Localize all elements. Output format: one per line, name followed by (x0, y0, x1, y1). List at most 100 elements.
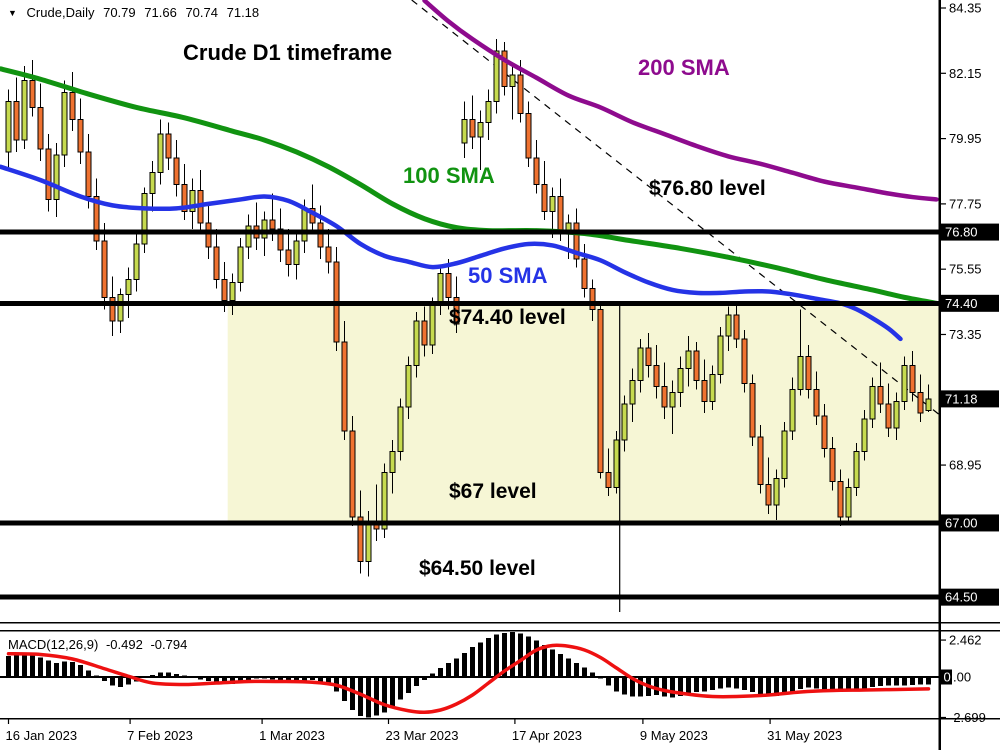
sma100-line[interactable] (0, 66, 939, 306)
price-tag-76.80[interactable] (941, 223, 999, 241)
candle-bear (77, 118, 84, 153)
candle-bear (733, 314, 740, 340)
macd-bar (14, 653, 19, 677)
macd-bar (622, 677, 627, 695)
macd-bar (38, 657, 43, 677)
candle-bear (821, 415, 828, 450)
date-tick-label[interactable]: 16 Jan 2023 (6, 728, 78, 743)
candle-bear (837, 480, 844, 518)
price-tick-label: 75.55 (949, 262, 982, 277)
candle-bear (805, 356, 812, 390)
macd-bar (910, 677, 915, 685)
candle-bear (165, 133, 172, 159)
candle-bull (381, 471, 388, 530)
macd-name: MACD(12,26,9) (8, 637, 99, 652)
date-tick-label[interactable]: 1 Mar 2023 (259, 728, 325, 743)
macd-bar (566, 658, 571, 677)
date-tick-label[interactable]: 17 Apr 2023 (512, 728, 582, 743)
candle-bull (869, 385, 876, 420)
symbol-header: ▼ Crude,Daily 70.79 71.66 70.74 71.18 (8, 5, 259, 20)
macd-bar (670, 677, 675, 698)
macd-signal-line[interactable] (6, 643, 931, 715)
date-tick-label[interactable]: 31 May 2023 (767, 728, 842, 743)
macd-bar (254, 677, 259, 679)
candle-bear (693, 350, 700, 381)
price-tick-label: 77.75 (949, 196, 982, 211)
macd-bar (710, 677, 715, 690)
candle-bull (845, 486, 852, 518)
macd-bar (302, 677, 307, 681)
level-76-80-label: $76.80 level (649, 177, 766, 200)
macd-bar (238, 677, 243, 683)
date-tick-label[interactable]: 9 May 2023 (640, 728, 708, 743)
macd-bar (350, 677, 355, 710)
macd-bar (62, 661, 67, 677)
candle-bull (429, 302, 436, 346)
symbol-dropdown-icon[interactable]: ▼ (8, 8, 17, 18)
candle-bear (221, 279, 228, 301)
candle-bull (677, 368, 684, 393)
candle-bear (701, 379, 708, 402)
trendline-dashed[interactable] (411, 0, 941, 416)
macd-bar (702, 677, 707, 692)
macd-bar (118, 677, 123, 687)
macd-bar (662, 677, 667, 697)
price-tag-74.40[interactable] (941, 294, 999, 312)
macd-value: -0.492 (105, 637, 143, 652)
macd-bar (894, 677, 899, 686)
candle-bear (325, 246, 332, 263)
candle-bear (645, 347, 652, 367)
price-tag-71.18[interactable] (941, 390, 999, 408)
sma200-line[interactable] (422, 0, 939, 202)
macd-bar (694, 677, 699, 692)
candle-bear (93, 195, 100, 242)
candle-bear (341, 341, 348, 432)
macd-bar (766, 677, 771, 697)
candle-bull (413, 320, 420, 367)
price-tag-67.00[interactable] (941, 514, 999, 532)
candle-bull (797, 356, 804, 390)
candle-bull (237, 246, 244, 284)
sma50-line[interactable] (0, 164, 903, 342)
candle-bull (861, 418, 868, 453)
macd-bar (846, 677, 851, 692)
macd-bar (326, 677, 331, 684)
macd-bar (494, 634, 499, 677)
macd-bar (78, 665, 83, 677)
price-axis-line[interactable] (938, 0, 942, 750)
candle-bull (669, 391, 676, 408)
candle-bull (637, 347, 644, 381)
symbol-name: Crude,Daily (26, 5, 95, 20)
candle-bear (469, 118, 476, 138)
candle-bull (725, 314, 732, 337)
macd-bar (630, 677, 635, 697)
macd-bar (286, 677, 291, 683)
candle-bear (101, 240, 108, 298)
candle-bear (877, 385, 884, 405)
date-tick-label[interactable]: 7 Feb 2023 (127, 728, 193, 743)
date-tick-label[interactable]: 23 Mar 2023 (386, 728, 459, 743)
candle-bear (205, 222, 212, 248)
macd-bar (174, 674, 179, 677)
macd-bar (790, 677, 795, 692)
macd-tick-label: -2.699 (949, 710, 986, 725)
candle-bull (629, 379, 636, 405)
candle-bear (653, 365, 660, 387)
macd-bar (310, 677, 315, 680)
macd-bar (518, 633, 523, 677)
candle-bear (173, 157, 180, 186)
macd-bar (190, 677, 195, 678)
macd-bar (30, 654, 35, 677)
candle-bull (5, 100, 12, 153)
candle-bear (917, 391, 924, 414)
macd-bar (534, 640, 539, 677)
price-tick-label: 79.95 (949, 131, 982, 146)
candle-bull (301, 207, 308, 242)
level-64-50-label: $64.50 level (419, 557, 536, 580)
macd-tick-label: 2.462 (949, 633, 982, 648)
price-tag-64.50[interactable] (941, 588, 999, 606)
candle-bull (621, 403, 628, 441)
macd-zero-tag (941, 669, 952, 685)
macd-bar (574, 662, 579, 677)
